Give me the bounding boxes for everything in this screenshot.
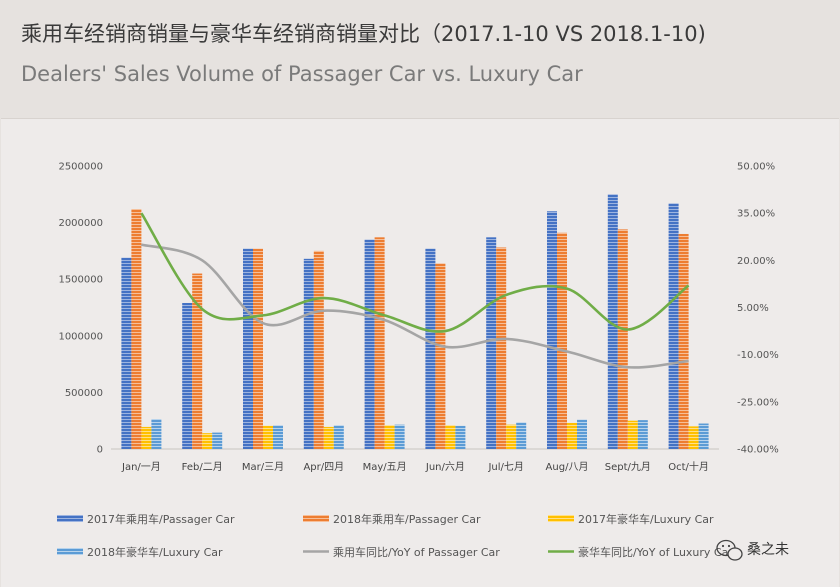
bar-1-8	[547, 211, 557, 449]
legend-swatch	[57, 515, 83, 522]
legend-label: 豪华车同比/YoY of Luxury Car	[578, 545, 733, 559]
watermark-text: 桑之未	[747, 542, 789, 558]
legend-swatch	[303, 515, 329, 522]
bar-2-5	[374, 237, 385, 449]
x-tick-label: Mar/三月	[242, 461, 284, 473]
series-line-1	[141, 243, 689, 369]
bar-2-4	[313, 250, 324, 449]
watermark: 桑之未	[716, 539, 789, 561]
bar-2-8	[557, 232, 567, 449]
bar-3-5	[384, 425, 395, 449]
bar-1-6	[425, 248, 436, 449]
right-y-tick: 5.00%	[737, 303, 769, 314]
bar-2-2	[192, 273, 203, 449]
bar-4-9	[637, 420, 648, 449]
right-y-axis: -40.00% -25.00% -10.00% 5.00% 20.00% 35.00% 50…	[737, 162, 779, 456]
bar-1-5	[364, 239, 375, 449]
bar-4-7	[516, 422, 527, 449]
bar-4-6	[455, 425, 466, 449]
bar-3-2	[202, 433, 213, 449]
legend-label: 2017年豪华车/Luxury Car	[578, 512, 714, 526]
bar-3-4	[323, 426, 334, 449]
legend-label: 2017年乘用车/Passager Car	[87, 512, 235, 526]
x-tick-label: May/五月	[363, 461, 407, 473]
legend-swatch	[548, 515, 574, 522]
bar-2-1	[131, 209, 142, 449]
bar-2-6	[435, 263, 446, 449]
bar-1-1	[121, 257, 132, 449]
bar-3-1	[141, 426, 152, 449]
x-tick-label: Apr/四月	[303, 461, 344, 473]
left-y-tick: 500000	[65, 388, 103, 399]
x-tick-label: Jan/一月	[121, 461, 161, 473]
bar-3-10	[688, 426, 699, 449]
x-tick-label: Jun/六月	[425, 461, 465, 473]
left-y-tick: 2000000	[58, 218, 103, 229]
x-tick-label: Jul/七月	[487, 461, 523, 473]
legend-swatch	[57, 548, 83, 555]
bar-4-3	[273, 425, 283, 449]
x-tick-label: Sept/九月	[605, 461, 651, 473]
bar-2-7	[496, 247, 507, 449]
x-axis-ticks: Jan/一月 Feb/二月 Mar/三月 Apr/四月 May/五月 Jun/六月 Jul/…	[121, 460, 709, 473]
right-y-tick: -40.00%	[737, 445, 779, 456]
bars-layer	[121, 194, 709, 449]
bar-4-4	[333, 425, 344, 449]
left-y-tick: 1000000	[58, 331, 103, 342]
bar-4-5	[394, 424, 405, 449]
bar-1-7	[486, 237, 497, 449]
bar-1-9	[607, 194, 618, 449]
bar-1-2	[182, 302, 193, 449]
bar-3-3	[263, 425, 273, 449]
wechat-icon	[716, 539, 743, 561]
bar-2-9	[617, 229, 628, 449]
chart-title-en: Dealers' Sales Volume of Passager Car vs…	[21, 62, 583, 86]
bar-2-10	[678, 233, 689, 449]
right-y-tick: -25.00%	[737, 397, 779, 408]
right-y-tick: -10.00%	[737, 350, 779, 361]
bar-3-7	[506, 424, 517, 449]
left-y-tick: 2500000	[58, 162, 103, 173]
legend-label: 2018年乘用车/Passager Car	[333, 512, 481, 526]
right-y-tick: 20.00%	[737, 256, 775, 267]
bar-4-10	[698, 423, 709, 449]
left-y-axis: 0 500000 1000000 1500000 2000000 2500000	[58, 162, 103, 456]
bar-4-8	[577, 419, 587, 449]
series-line-2	[140, 212, 690, 333]
legend: 2017年乘用车/Passager Car 2018年乘用车/Passager C…	[57, 512, 733, 559]
bar-3-6	[445, 425, 456, 449]
bar-1-3	[243, 248, 253, 449]
x-tick-label: Aug/八月	[546, 461, 589, 473]
header: 乘用车经销商销量与豪华车经销商销量对比（2017.1-10 VS 2018.1-…	[0, 0, 840, 118]
bar-4-2	[212, 432, 223, 449]
bar-1-10	[668, 203, 679, 449]
x-tick-label: Feb/二月	[182, 461, 223, 473]
bar-1-4	[303, 258, 314, 449]
legend-label: 乘用车同比/YoY of Passager Car	[333, 545, 500, 559]
right-y-tick: 35.00%	[737, 209, 775, 220]
bar-3-9	[627, 420, 638, 449]
left-y-tick: 1500000	[58, 275, 103, 286]
lines-layer	[140, 212, 690, 369]
x-tick-label: Oct/十月	[668, 460, 709, 473]
legend-label: 2018年豪华车/Luxury Car	[87, 545, 223, 559]
chart-title-cn: 乘用车经销商销量与豪华车经销商销量对比（2017.1-10 VS 2018.1-…	[21, 22, 706, 46]
right-y-tick: 50.00%	[737, 162, 775, 173]
bar-4-1	[151, 419, 162, 449]
bar-3-8	[567, 422, 577, 449]
left-y-tick: 0	[97, 445, 103, 456]
bar-2-3	[253, 248, 263, 449]
